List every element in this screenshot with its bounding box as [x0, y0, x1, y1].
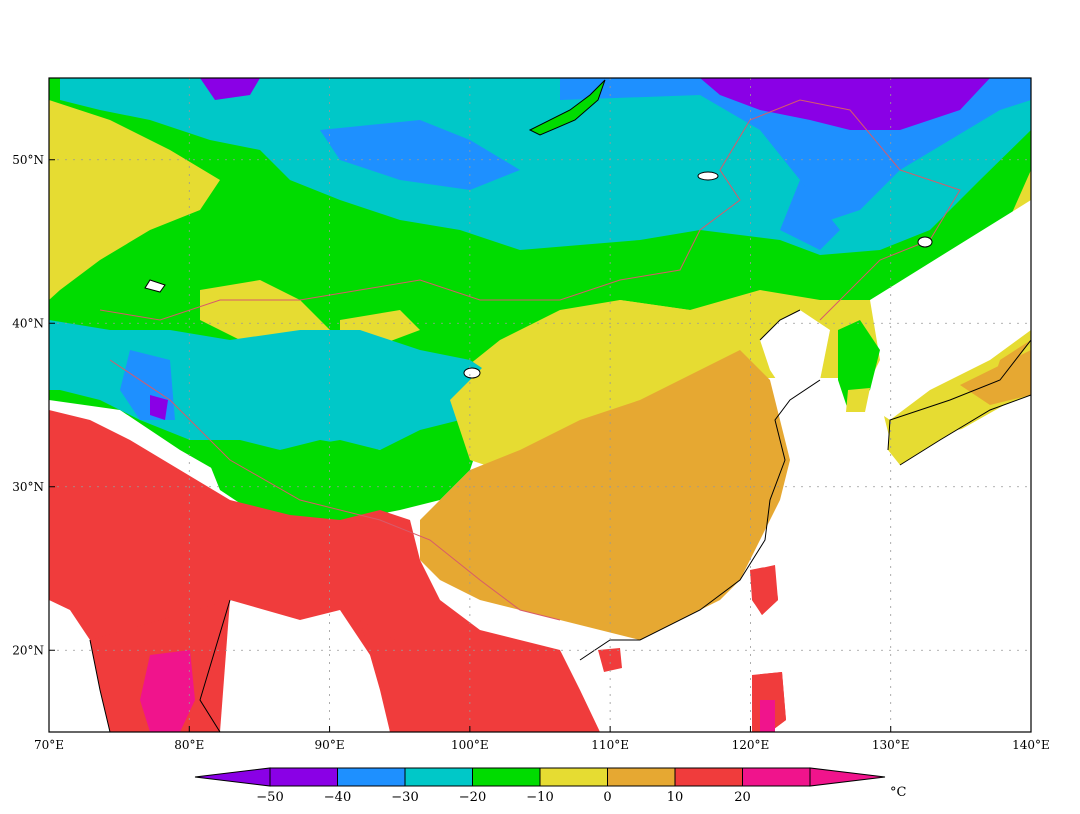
- colorbar-unit: °C: [890, 785, 907, 800]
- temp-yellow-north-china: [450, 300, 760, 470]
- land-korea: [838, 320, 880, 410]
- colorbar-label: −40: [324, 790, 351, 805]
- colorbar-segment: [674, 767, 743, 787]
- lake-hulun: [697, 171, 719, 181]
- temp-yellow-kazakh: [49, 100, 220, 300]
- map-frame: [48, 77, 1032, 733]
- coastline-japan: [887, 339, 1031, 466]
- colorbar-label: −50: [256, 790, 283, 805]
- lon-tick-label: 130°E: [872, 738, 910, 752]
- lake-baikal: [528, 79, 606, 136]
- lon-tick-label: 90°E: [315, 738, 345, 752]
- colorbar-segment: [742, 767, 811, 787]
- colorbar-label: −20: [459, 790, 486, 805]
- ocean-bay-of-bengal: [200, 600, 390, 732]
- temp-blue-manchuria: [780, 180, 840, 250]
- land-hainan: [598, 648, 622, 672]
- lon-tick-label: 140°E: [1012, 738, 1050, 752]
- colorbar-segment: [269, 767, 338, 787]
- colorbar-label: 20: [734, 790, 751, 805]
- colorbar: −50 −40 −30 −20 −10 0 10 20 °C: [194, 767, 907, 805]
- lat-tick-label: 30°N: [12, 480, 44, 494]
- ocean-south-china-sea: [560, 600, 760, 732]
- gridlines: [49, 78, 1031, 732]
- lake-khanka: [917, 236, 933, 248]
- lon-tick-labels: 70°E 80°E 90°E 100°E 110°E 120°E 130°E 140°E: [34, 726, 1050, 752]
- lake-qinghai: [463, 367, 481, 379]
- land-japan: [888, 340, 1031, 465]
- border-china-north: [99, 99, 961, 321]
- colorbar-segment: [337, 767, 406, 787]
- land-korea-south: [846, 388, 870, 412]
- temp-green-tibet-south: [200, 420, 480, 520]
- ocean-arabian-sea: [49, 600, 110, 732]
- lon-tick-label: 110°E: [591, 738, 629, 752]
- lon-tick-label: 80°E: [174, 738, 204, 752]
- land-india-hot: [140, 650, 195, 732]
- temp-purple-tibet: [150, 395, 168, 420]
- land-japan-warm: [960, 350, 1031, 405]
- temp-blue-mongolia: [320, 120, 520, 190]
- colorbar-max-triangle: [809, 767, 886, 787]
- ocean-sea-of-japan: [860, 200, 1031, 420]
- land-burma-coast: [360, 620, 420, 732]
- lat-tick-label: 50°N: [12, 153, 44, 167]
- colorbar-label: −10: [526, 790, 553, 805]
- lake-balkhash: [144, 279, 166, 293]
- lon-tick-label: 100°E: [451, 738, 489, 752]
- border-china-south: [109, 359, 561, 621]
- colorbar-segment: [539, 767, 608, 787]
- temp-orange-se-china: [420, 350, 790, 640]
- colorbar-label: −30: [391, 790, 418, 805]
- lon-tick-label: 120°E: [732, 738, 770, 752]
- lat-tick-label: 20°N: [12, 643, 44, 657]
- land-luzon-hot: [760, 700, 775, 732]
- temperature-field: [49, 78, 1031, 732]
- colorbar-segment: [404, 767, 473, 787]
- colorbar-label: 0: [603, 790, 611, 805]
- lon-tick-label: 70°E: [34, 738, 64, 752]
- coastline-india: [89, 599, 231, 732]
- temp-purple-1: [200, 78, 260, 100]
- colorbar-segment: [607, 767, 676, 787]
- ocean-pacific: [760, 420, 1031, 732]
- land-taiwan: [752, 565, 778, 615]
- colorbar-min-triangle: [194, 767, 271, 787]
- temp-purple-2: [700, 78, 990, 130]
- coastline-china: [579, 309, 821, 661]
- colorbar-label: 10: [667, 790, 684, 805]
- lat-tick-label: 40°N: [12, 316, 44, 330]
- colorbar-segment: [472, 767, 541, 787]
- lat-tick-labels: 20°N 30°N 40°N 50°N: [12, 153, 55, 657]
- ocean-bohai-yellow-sea: [760, 310, 830, 400]
